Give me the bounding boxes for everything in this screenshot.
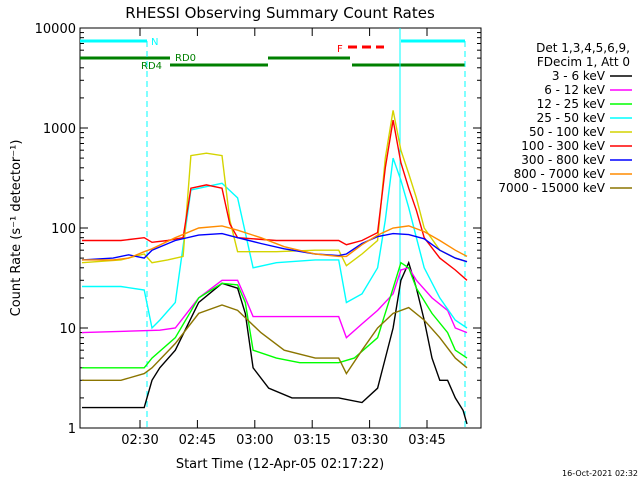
- series-line-2: [82, 261, 468, 369]
- x-tick-label: 03:00: [236, 433, 273, 448]
- flare-flag-label: F: [337, 44, 343, 55]
- x-tick-label: 02:45: [179, 433, 216, 448]
- series-lines: [81, 110, 468, 425]
- chart-title: RHESSI Observing Summary Count Rates: [125, 4, 435, 22]
- x-axis-label: Start Time (12-Apr-05 02:17:22): [176, 457, 384, 472]
- legend-header-line: FDecim 1, Att 0: [537, 55, 630, 69]
- legend-label: 7000 - 15000 keV: [498, 181, 605, 195]
- legend-label: 12 - 25 keV: [537, 97, 606, 111]
- rd4-flag-label: RD4: [141, 61, 162, 72]
- series-line-6: [81, 232, 468, 263]
- y-tick-label: 1000: [43, 122, 76, 137]
- axis-ticks: 02:30 02:45 03:00 03:15 03:30 03:45 1 10 100 1000…: [35, 22, 481, 448]
- legend-label: 3 - 6 keV: [552, 69, 606, 83]
- series-line-4: [81, 110, 468, 267]
- y-tick-label: 10: [59, 322, 76, 337]
- legend-label: 100 - 300 keV: [521, 139, 605, 153]
- series-line-8: [82, 304, 468, 381]
- legend-label: 6 - 12 keV: [544, 83, 606, 97]
- legend-label: 25 - 50 keV: [537, 111, 606, 125]
- legend-header-line: Det 1,3,4,5,6,9,: [536, 41, 630, 55]
- y-tick-label: 100: [51, 222, 76, 237]
- series-line-1: [81, 266, 468, 339]
- observing-flags: N RD0 RD4 F: [80, 28, 466, 428]
- plot-date-stamp: 16-Oct-2021 02:32: [562, 469, 638, 478]
- series-line-5: [82, 119, 468, 281]
- y-tick-label: 10000: [35, 22, 76, 37]
- x-tick-label: 02:30: [121, 433, 158, 448]
- rd0-flag-label: RD0: [175, 53, 196, 64]
- legend: Det 1,3,4,5,6,9,FDecim 1, Att 03 - 6 keV…: [498, 41, 632, 195]
- y-tick-label: 1: [68, 422, 76, 437]
- x-tick-label: 03:15: [293, 433, 330, 448]
- series-line-7: [82, 225, 468, 261]
- legend-label: 50 - 100 keV: [529, 125, 606, 139]
- legend-label: 800 - 7000 keV: [514, 167, 606, 181]
- y-axis-label: Count Rate (s⁻¹ detector⁻¹): [9, 140, 24, 317]
- series-line-3: [82, 157, 468, 330]
- x-tick-label: 03:45: [408, 433, 445, 448]
- x-tick-label: 03:30: [351, 433, 388, 448]
- legend-label: 300 - 800 keV: [521, 153, 605, 167]
- night-flag-label: N: [151, 37, 158, 48]
